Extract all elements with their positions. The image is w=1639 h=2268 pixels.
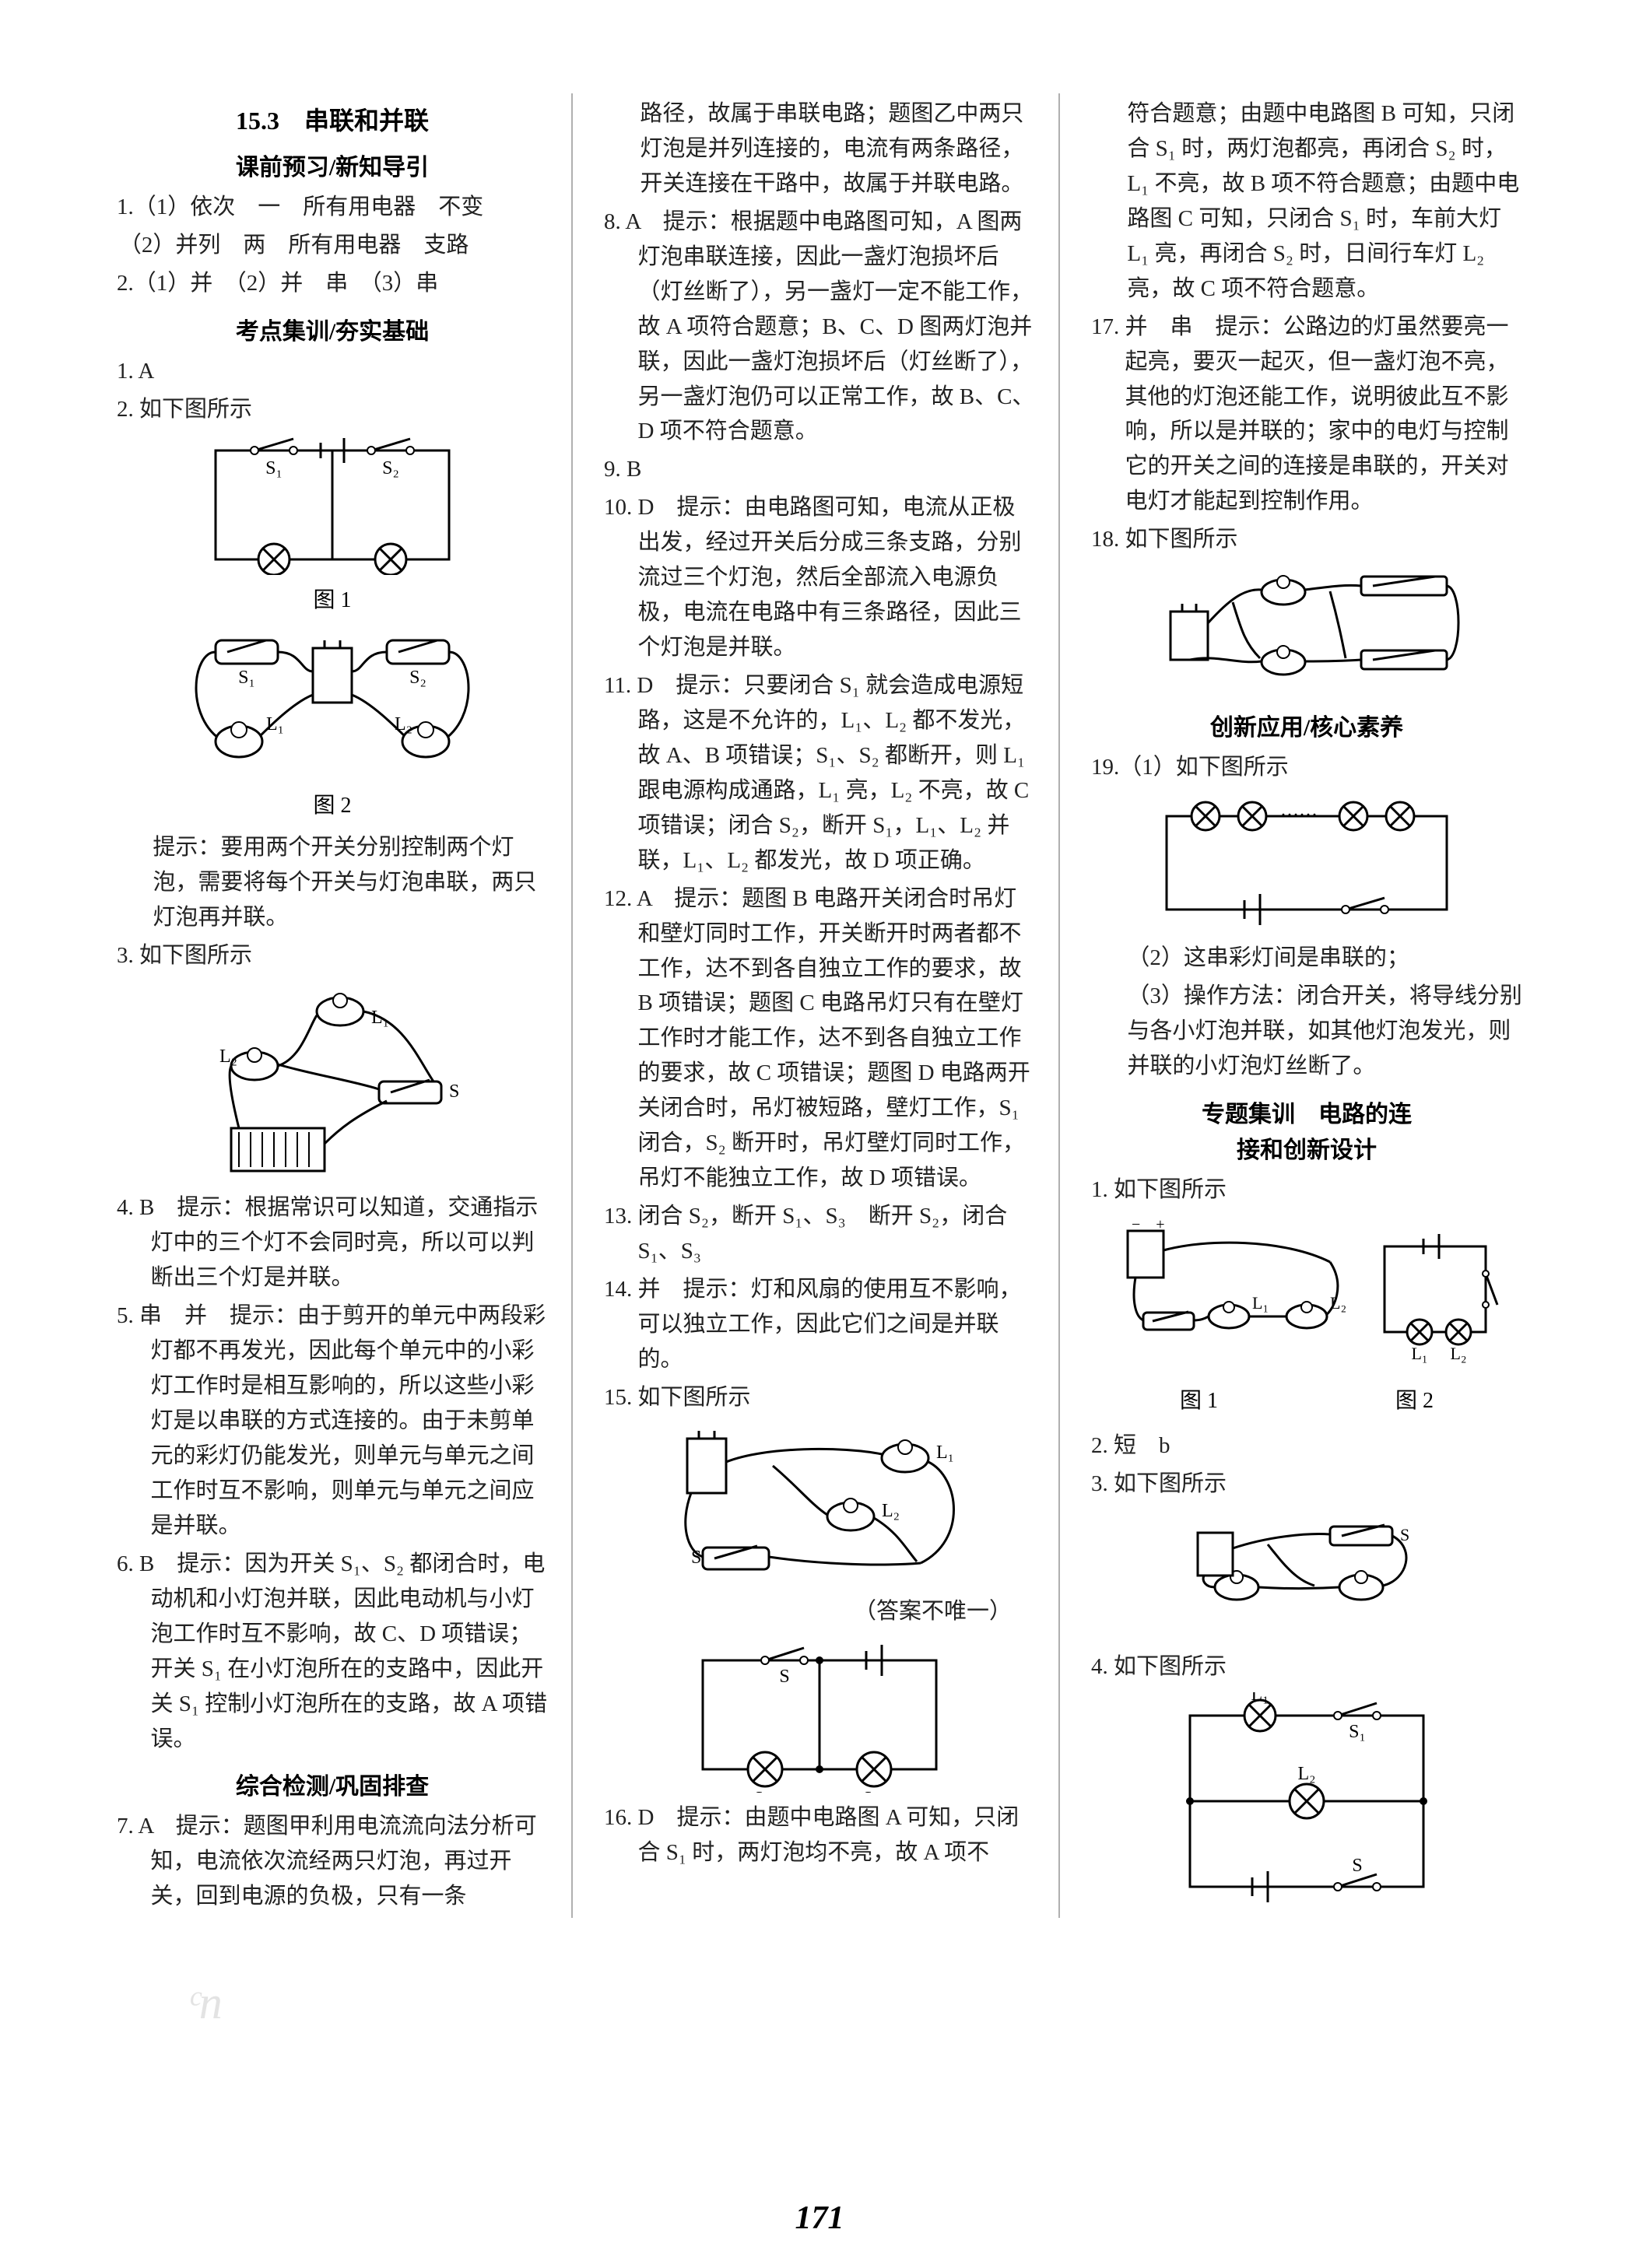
p19a: 19.（1）如下图所示 [1091,750,1522,785]
p9: 9. B [604,452,1035,487]
svg-text:L₁: L₁ [1251,1692,1269,1705]
figure-15-top: L₁ L₂ S [604,1423,1035,1586]
p15: 15. 如下图所示 [604,1380,1035,1415]
t1: 1. 如下图所示 [1091,1173,1522,1208]
svg-text:L₂: L₂ [219,1046,237,1067]
svg-text:L₁: L₁ [266,714,284,734]
svg-text:L₂: L₂ [1450,1344,1466,1363]
page: 15.3 串联和并联 课前预习/新知导引 1.（1）依次 一 所有用电器 不变 … [0,0,1639,2268]
p16: 16. D 提示：由题中电路图 A 可知，只闭合 S₁ 时，两灯泡均不亮，故 A… [604,1800,1035,1870]
svg-text:L₂: L₂ [1297,1764,1315,1784]
t1-fig2-caption: 图 2 [1395,1383,1434,1414]
q2: 2.（1）并 （2）并 串 （3）串 [117,266,548,301]
section-title: 15.3 串联和并联 [117,101,548,137]
topic-heading-1: 专题集训 电路的连 [1091,1095,1522,1129]
p17: 17. 并 串 提示：公路边的灯虽然要亮一起亮，要灭一起灭，但一盏灯泡不亮，其他… [1091,310,1522,520]
page-number: 171 [0,2200,1639,2237]
svg-text:L₂: L₂ [882,1501,900,1521]
practice-heading: 考点集训/夯实基础 [117,312,548,346]
p6: 6. B 提示：因为开关 S₁、S₂ 都闭合时，电动机和小灯泡并联，因此电动机与… [117,1547,548,1757]
q1b: （2）并列 两 所有用电器 支路 [117,228,548,263]
svg-text:S₂: S₂ [409,668,426,688]
p2: 2. 如下图所示 [117,392,548,427]
t4: 4. 如下图所示 [1091,1649,1522,1684]
svg-text:S₁: S₁ [265,458,283,478]
fig15-note: （答案不唯一） [604,1594,1035,1629]
svg-text:L₂: L₂ [395,714,412,734]
figure-3: L₁ L₂ S [117,980,548,1183]
p14: 14. 并 提示：灯和风扇的使用互不影响，可以独立工作，因此它们之间是并联的。 [604,1272,1035,1377]
svg-text:S: S [779,1667,789,1687]
q1a: 1.（1）依次 一 所有用电器 不变 [117,190,548,225]
p19b: （2）这串彩灯间是串联的； [1091,941,1522,976]
figure-t4: L₁ S₁ L₂ S [1091,1692,1522,1910]
p11: 11. D 提示：只要闭合 S₁ 就会造成电源短路，这是不允许的，L₁、L₂ 都… [604,668,1035,878]
figure-t3: S [1091,1509,1522,1642]
figure-19: ······ [1091,793,1522,933]
innov-heading: 创新应用/核心素养 [1091,708,1522,742]
p7cont: 路径，故属于串联电路；题图乙中两只灯泡是并列连接的，电流有两条路径，开关连接在干… [604,96,1035,202]
svg-text:S: S [449,1081,459,1102]
t1-fig1-caption: 图 1 [1180,1383,1218,1414]
hint2: 提示：要用两个开关分别控制两个灯泡，需要将每个开关与灯泡串联，两只灯泡再并联。 [117,830,548,935]
p8: 8. A 提示：根据题中电路图可知，A 图两灯泡串联连接，因此一盏灯泡损坏后（灯… [604,205,1035,450]
figure-t1: − + L₁ L₂ [1091,1215,1522,1371]
p5: 5. 串 并 提示：由于剪开的单元中两段彩灯都不再发光，因此每个单元中的小彩灯工… [117,1299,548,1544]
figure-18 [1091,565,1522,697]
svg-text:S₁: S₁ [238,668,255,688]
column-2: 路径，故属于串联电路；题图乙中两只灯泡是并列连接的，电流有两条路径，开关连接在干… [604,93,1060,1918]
svg-text:− +: − + [1132,1216,1165,1233]
column-1: 15.3 串联和并联 课前预习/新知导引 1.（1）依次 一 所有用电器 不变 … [117,93,573,1918]
p13: 13. 闭合 S₂，断开 S₁、S₃ 断开 S₂，闭合 S₁、S₃ [604,1199,1035,1269]
svg-text:L₁: L₁ [1252,1293,1269,1313]
preview-heading: 课前预习/新知导引 [117,148,548,182]
p10: 10. D 提示：由电路图可知，电流从正极出发，经过开关后分成三条支路，分别流过… [604,490,1035,665]
fig2-caption: 图 2 [117,788,548,819]
svg-text:S₂: S₂ [382,458,399,478]
svg-text:S₁: S₁ [1349,1722,1366,1742]
check-heading: 综合检测/巩固排查 [117,1767,548,1801]
figure-15-bottom: S L₂ L₁ [604,1637,1035,1793]
svg-text:L₂: L₂ [1330,1293,1346,1313]
p12: 12. A 提示：题图 B 电路开关闭合时吊灯和壁灯同时工作，开关断开时两者都不… [604,882,1035,1196]
topic-heading-2: 接和创新设计 [1091,1130,1522,1165]
p3: 3. 如下图所示 [117,938,548,973]
svg-text:S: S [1400,1525,1409,1544]
svg-text:······: ······ [1280,805,1318,826]
svg-text:L₁: L₁ [865,1789,883,1793]
t3: 3. 如下图所示 [1091,1467,1522,1502]
fig1-caption: 图 1 [117,583,548,614]
p16cont: 符合题意；由题中电路图 B 可知，只闭合 S₁ 时，两灯泡都亮，再闭合 S₂ 时… [1091,96,1522,307]
column-container: 15.3 串联和并联 课前预习/新知导引 1.（1）依次 一 所有用电器 不变 … [117,93,1522,1918]
p19c: （3）操作方法：闭合开关，将导线分别与各小灯泡并联，如其他灯泡发光，则并联的小灯… [1091,979,1522,1084]
p7: 7. A 提示：题图甲利用电流流向法分析可知，电流依次流经两只灯泡，再过开关，回… [117,1809,548,1914]
svg-text:L₁: L₁ [1411,1344,1427,1363]
p18: 18. 如下图所示 [1091,522,1522,557]
figure-2: S₁ S₂ [117,625,548,780]
svg-text:S: S [1352,1856,1362,1876]
svg-text:L₂: L₂ [756,1789,774,1793]
watermark-icon: ᶜn [187,1976,223,2030]
p4: 4. B 提示：根据常识可以知道，交通指示灯中的三个灯不会同时亮，所以可以判断出… [117,1190,548,1295]
t2: 2. 短 b [1091,1428,1522,1464]
figure-1: S₁ S₂ L₁ [117,435,548,575]
p1: 1. A [117,354,548,389]
svg-text:L₁: L₁ [936,1442,954,1463]
column-3: 符合题意；由题中电路图 B 可知，只闭合 S₁ 时，两灯泡都亮，再闭合 S₂ 时… [1091,93,1522,1918]
